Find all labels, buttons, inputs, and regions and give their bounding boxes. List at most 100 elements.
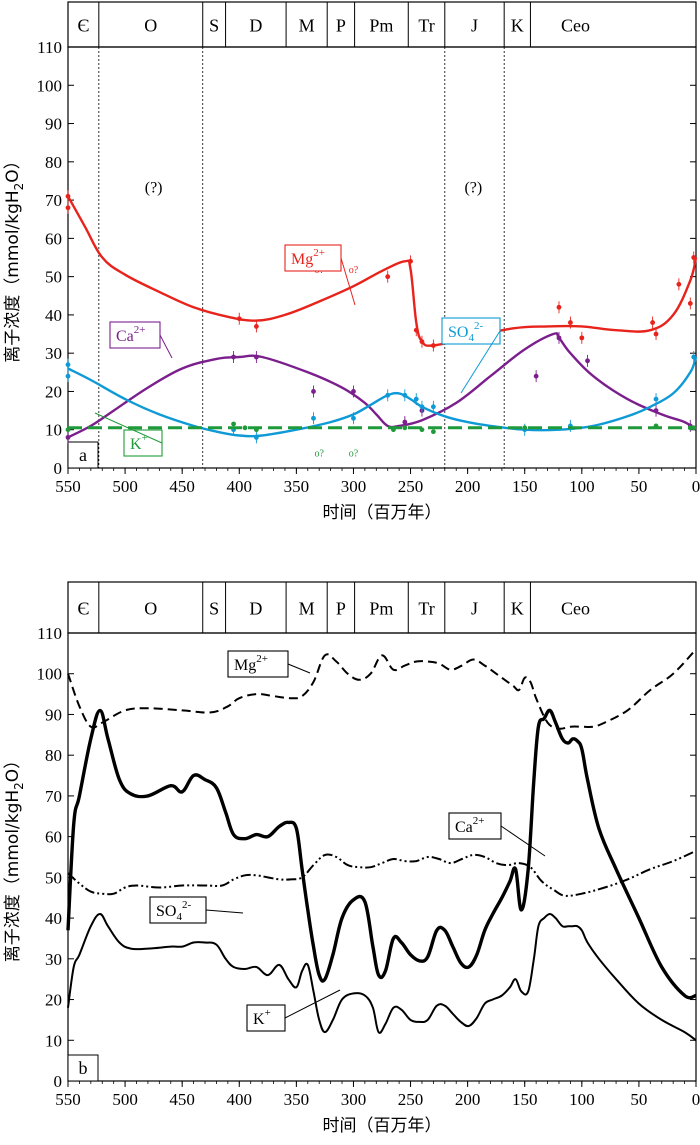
data-point-Mg xyxy=(579,335,585,341)
x-tick-label: 400 xyxy=(227,1090,253,1109)
y-tick-label: 90 xyxy=(45,115,62,134)
series-label-leader xyxy=(94,412,163,444)
period-label-3: S xyxy=(209,599,219,619)
data-point-K xyxy=(430,429,436,435)
series-label-base: Mg xyxy=(234,657,256,674)
x-tick-label: 0 xyxy=(692,1090,700,1109)
x-tick-label: 250 xyxy=(398,1090,424,1109)
y-axis-title-end: O） xyxy=(3,752,23,782)
y-tick-label: 110 xyxy=(37,38,62,57)
series-label-K: K+ xyxy=(94,412,163,457)
timescale-frame xyxy=(67,581,697,634)
data-point-K xyxy=(391,427,396,433)
y-axis-title-main: 离子浓度（mmol/kgH xyxy=(3,790,23,962)
y-tick-label: 100 xyxy=(37,665,63,684)
series-line-SO4 xyxy=(67,849,697,897)
series-label-frame xyxy=(284,244,342,272)
y-tick-label: 110 xyxy=(37,624,62,643)
data-point-Mg xyxy=(385,274,391,280)
series-label-text: SO42- xyxy=(156,899,191,923)
y-tick-label: 40 xyxy=(45,909,62,928)
series-label-text: Mg2+ xyxy=(291,247,325,268)
period-label-7: Pm xyxy=(369,599,393,619)
y-tick-label: 80 xyxy=(45,153,62,172)
period-label-5: M xyxy=(299,599,315,619)
series-label-base: SO xyxy=(156,903,176,920)
period-label-6: P xyxy=(336,599,346,619)
x-axis: 550 500 450 400 350 300 250 200 150 100 50 0 xyxy=(55,1081,700,1109)
x-tick-label: 50 xyxy=(630,477,647,496)
y-tick-label: 10 xyxy=(45,1031,62,1050)
panel-a: Є O S D M P Pm Tr J K Ceo0102030405060708090100110… xyxy=(3,1,700,523)
data-point-K xyxy=(687,425,693,431)
x-tick-label: 150 xyxy=(512,1090,538,1109)
y-tick-label: 50 xyxy=(45,268,62,287)
data-point-Ca xyxy=(533,373,539,379)
period-label-9: J xyxy=(471,599,478,619)
series-label-base: K xyxy=(253,1011,265,1028)
period-label-11: Ceo xyxy=(561,599,590,619)
data-point-Mg xyxy=(691,255,697,260)
plot-frame xyxy=(67,632,697,1082)
y-axis-title-sub: 2 xyxy=(12,183,26,191)
series-label-Mg: Mg2+ xyxy=(227,650,311,678)
y-axis-title: 离子浓度（mmol/kgH2O） xyxy=(3,752,26,962)
period-label-1: Є xyxy=(77,16,89,36)
plot-frame xyxy=(67,46,697,469)
panel-b: Є O S D M P Pm Tr J K Ceo0102030405060708090100110… xyxy=(3,581,700,1136)
period-label-5: M xyxy=(299,16,315,36)
x-tick-label: 200 xyxy=(455,477,481,496)
y-tick-label: 30 xyxy=(45,344,62,363)
y-axis-title: 离子浓度（mmol/kgH2O） xyxy=(3,152,26,362)
y-tick-label: 0 xyxy=(54,459,63,478)
panel-label-box: a xyxy=(67,441,99,469)
series-line-Ca xyxy=(67,332,697,439)
series-label-K: K+ xyxy=(246,989,341,1032)
series-label-frame xyxy=(227,650,289,678)
series-label-frame xyxy=(109,321,161,349)
series-line-Mg xyxy=(66,195,698,347)
data-point-Mg xyxy=(408,258,413,264)
series-label-leader xyxy=(159,334,173,359)
data-point-Ca xyxy=(254,354,259,360)
series-label-sup: 2+ xyxy=(256,653,268,665)
series-label-leader xyxy=(284,989,341,1019)
y-tick-label: 20 xyxy=(45,382,62,401)
data-point-K xyxy=(254,427,259,433)
y-tick-label: 80 xyxy=(45,746,62,765)
data-point-SO4 xyxy=(351,415,356,421)
series-label-text: SO42- xyxy=(448,320,483,344)
x-tick-label: 150 xyxy=(512,477,538,496)
data-point-Mg xyxy=(653,331,659,337)
mg-unknown-marker: o? xyxy=(349,265,359,276)
x-tick-label: 500 xyxy=(112,477,138,496)
series-label-Ca: Ca2+ xyxy=(448,812,546,857)
series-label-sup: 2- xyxy=(182,899,192,911)
y-tick-label: 100 xyxy=(37,76,63,95)
unknown-note: (?) xyxy=(464,179,482,196)
k-unknown-marker: o? xyxy=(349,449,359,460)
x-tick-label: 250 xyxy=(398,477,424,496)
data-point-Ca xyxy=(231,354,236,360)
x-tick-label: 550 xyxy=(55,1090,81,1109)
x-tick-label: 550 xyxy=(55,477,81,496)
data-point-Mg xyxy=(568,320,573,325)
y-tick-label: 90 xyxy=(45,705,62,724)
period-label-10: K xyxy=(511,599,524,619)
data-point-SO4 xyxy=(254,434,259,440)
x-tick-label: 200 xyxy=(455,1090,481,1109)
timescale-frame xyxy=(67,1,697,48)
series-label-SO4: SO42- xyxy=(149,896,244,924)
series-line-K xyxy=(67,912,697,1042)
series-label-sub: 4 xyxy=(468,332,474,344)
y-tick-label: 70 xyxy=(45,191,62,210)
x-tick-label: 450 xyxy=(169,477,195,496)
y-axis-title-main: 离子浓度（mmol/kgH xyxy=(3,190,23,362)
series-label-leader xyxy=(500,825,546,857)
series-label-text: Ca2+ xyxy=(455,815,485,836)
series-label-text: K+ xyxy=(253,1007,271,1028)
y-tick-label: 30 xyxy=(45,950,62,969)
series-label-base: K xyxy=(130,436,142,453)
data-point-K xyxy=(242,425,248,431)
